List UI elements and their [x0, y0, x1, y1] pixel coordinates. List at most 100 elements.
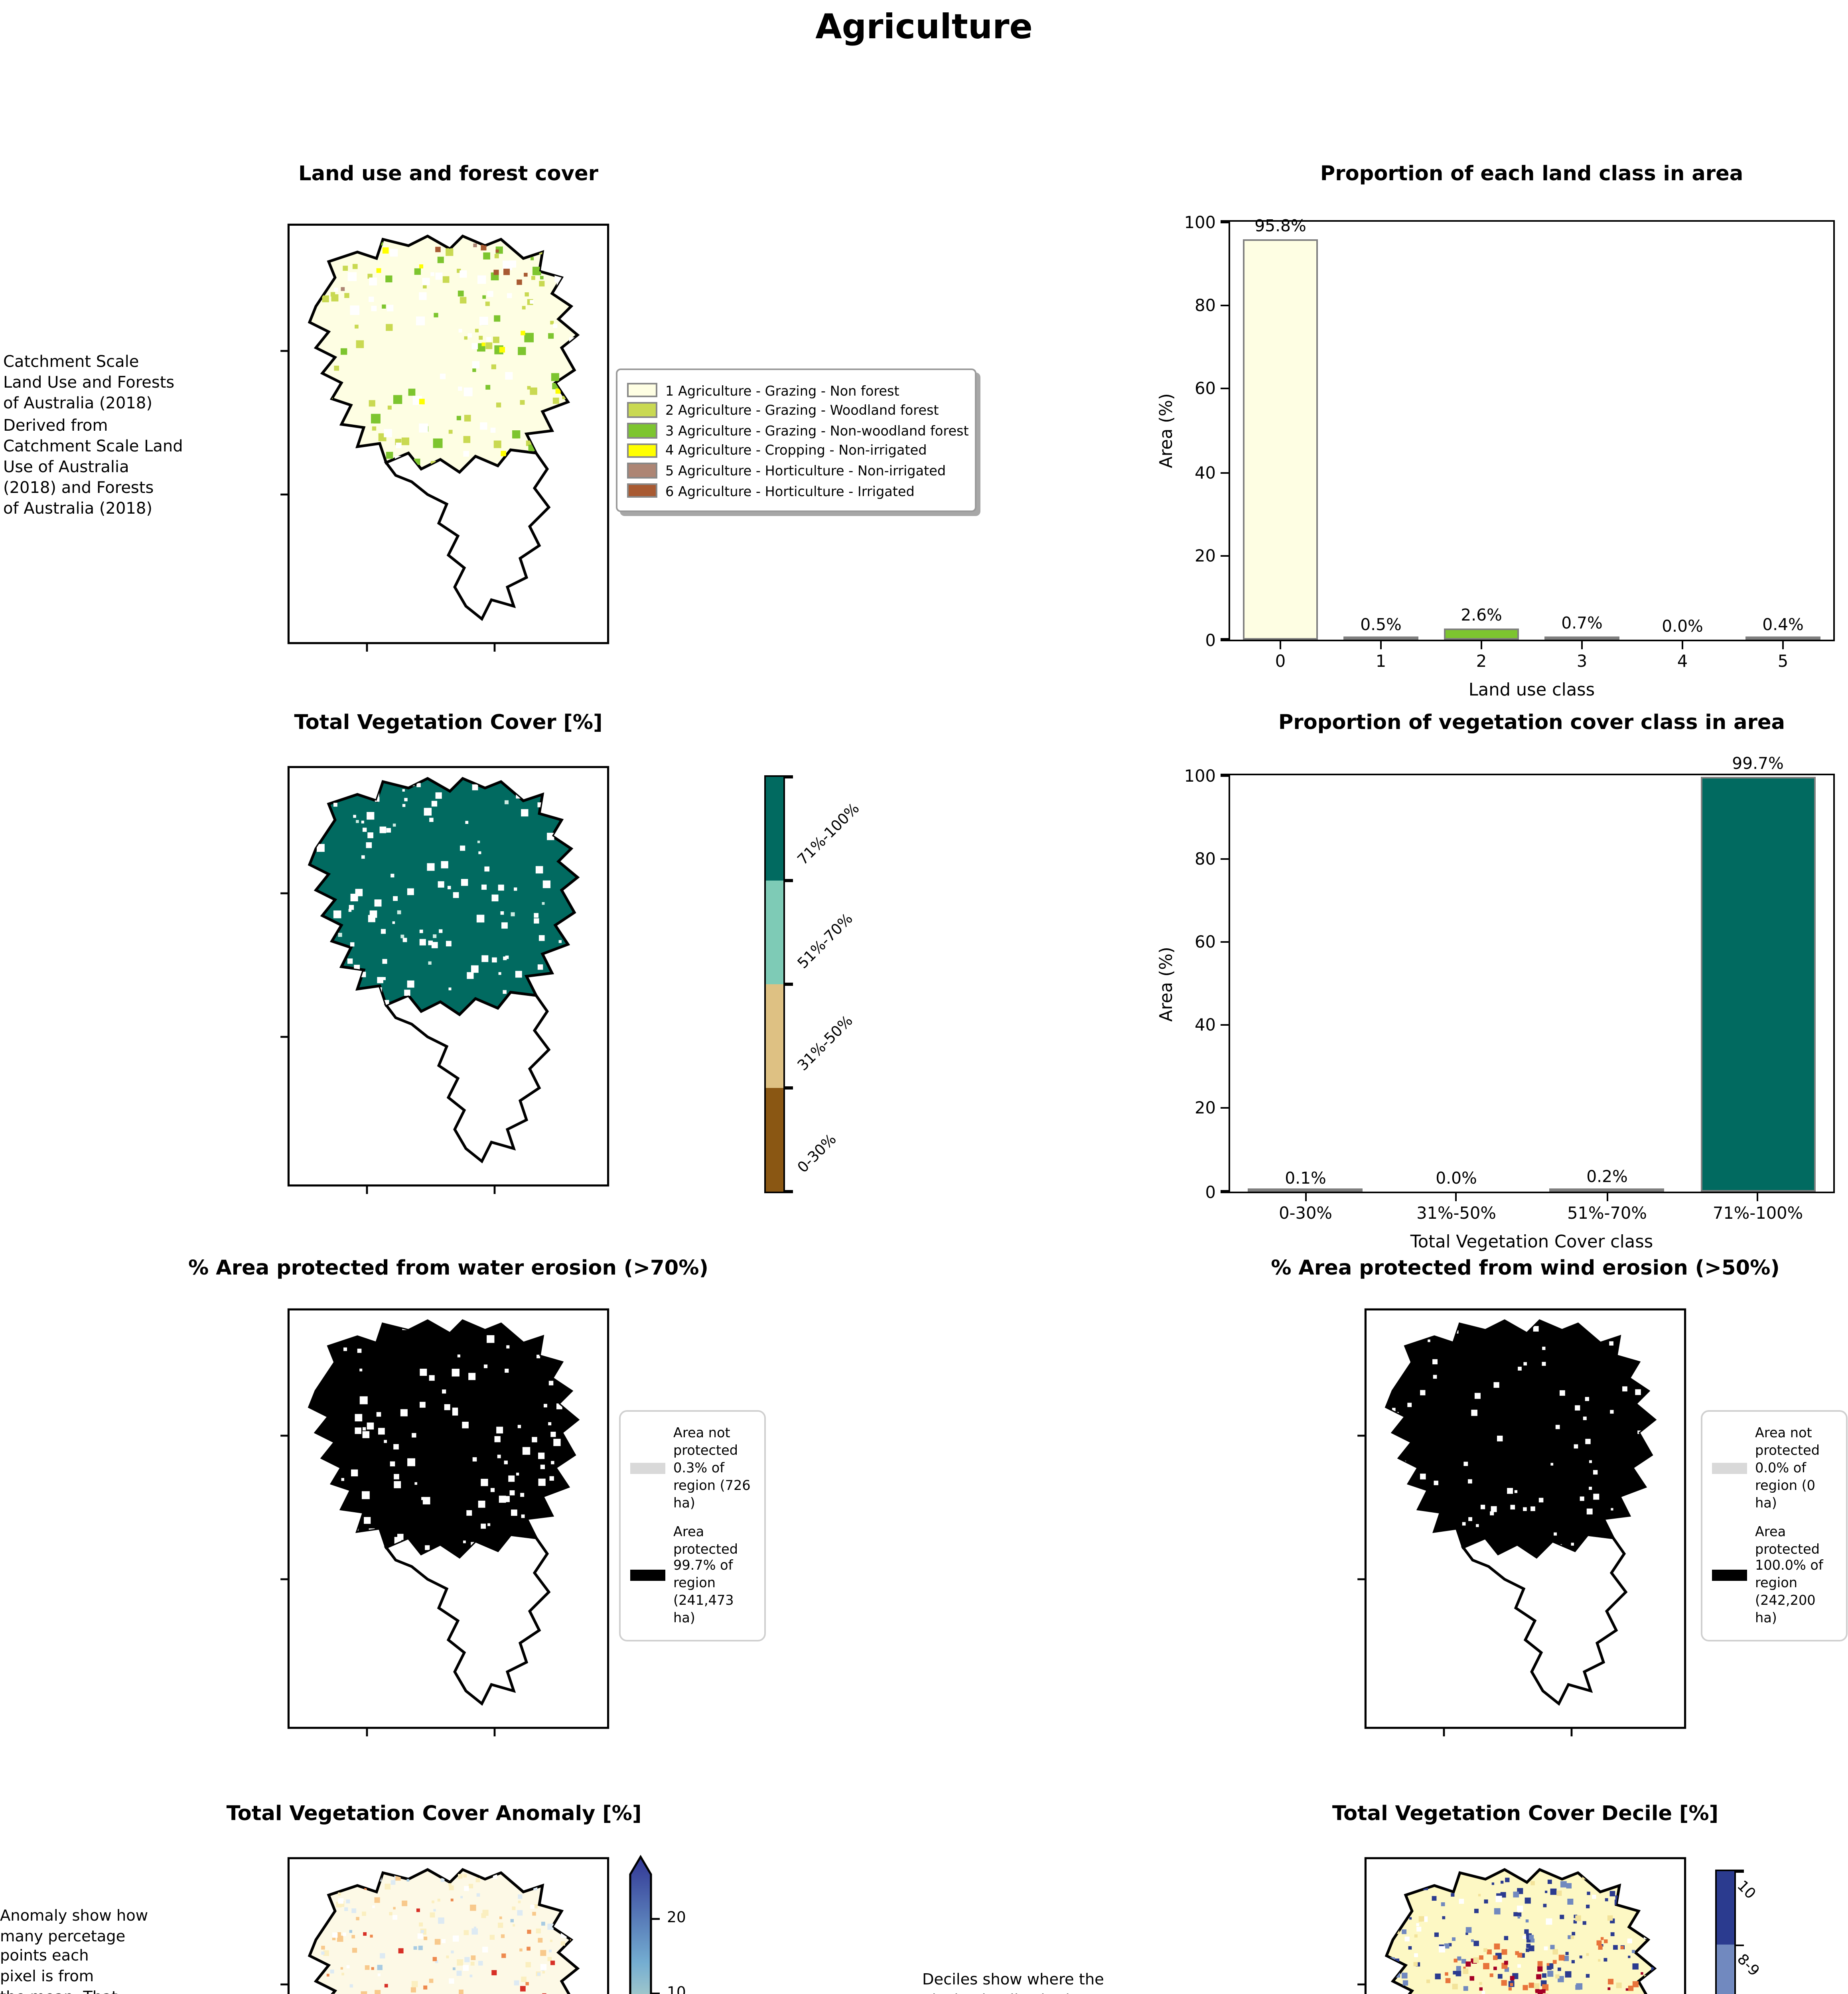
water-erosion-legend: Area not protected 0.3% of region (726 h…	[619, 1410, 766, 1642]
legend-swatch	[627, 443, 657, 458]
x-tick-label: 1	[1375, 652, 1386, 672]
landuse-map	[280, 223, 609, 652]
bar	[1700, 776, 1815, 1192]
y-tick-label: 60	[1195, 933, 1216, 952]
vegcover-map-title: Total Vegetation Cover [%]	[294, 711, 603, 735]
legend-label: 2 Agriculture - Grazing - Woodland fores…	[665, 402, 939, 418]
bar	[1248, 1188, 1363, 1192]
legend-label: 3 Agriculture - Grazing - Non-woodland f…	[665, 422, 969, 439]
decile-map-title: Total Vegetation Cover Decile [%]	[1332, 1803, 1719, 1827]
legend-item: 1 Agriculture - Grazing - Non forest	[627, 382, 965, 398]
colorbar-tick-label: 20	[667, 1909, 686, 1927]
colorbar-tick-label: 8-9	[1733, 1951, 1763, 1980]
bar-value-label: 95.8%	[1254, 219, 1306, 236]
x-tick	[1380, 640, 1382, 648]
colorbar-tick-label: 51%-70%	[795, 910, 857, 972]
landclass-bar-chart: 0 20 40 60 80 100 95.8% 0 0.5% 1 2.6% 2 0.7% 3 0.0% 4 0.…	[1156, 213, 1835, 700]
x-tick	[1782, 640, 1784, 648]
y-tick	[1221, 388, 1230, 390]
legend-label: Area protected 100.0% of region (242,200…	[1755, 1523, 1823, 1626]
anomaly-map-title: Total Vegetation Cover Anomaly [%]	[226, 1803, 642, 1827]
bar-value-label: 0.1%	[1285, 1170, 1326, 1188]
x-tick	[1681, 640, 1684, 648]
x-tick-label: 51%-70%	[1567, 1204, 1647, 1224]
legend-swatch	[627, 423, 657, 438]
legend-swatch	[627, 382, 657, 398]
bar	[1550, 1188, 1665, 1192]
bar-value-label: 0.0%	[1662, 619, 1703, 636]
landclass-chart-title: Proportion of each land class in area	[1320, 163, 1743, 187]
vegcover-map	[280, 766, 609, 1194]
anomaly-note: Anomaly show how many percetage points e…	[0, 1908, 148, 1994]
x-tick-label: 0-30%	[1279, 1204, 1332, 1224]
legend-label: 4 Agriculture - Cropping - Non-irrigated	[665, 442, 927, 459]
water-erosion-title: % Area protected from water erosion (>70…	[188, 1257, 708, 1281]
legend-item: Area protected 100.0% of region (242,200…	[1712, 1523, 1836, 1627]
wind-erosion-legend: Area not protected 0.0% of region (0 ha)…	[1701, 1410, 1848, 1642]
bar-value-label: 0.5%	[1360, 617, 1402, 634]
legend-swatch	[1712, 1462, 1747, 1474]
bar	[1343, 636, 1419, 640]
colorbar-segment	[766, 1088, 783, 1192]
legend-swatch	[627, 463, 657, 478]
decile-note: Deciles show where the pixel value lies …	[922, 1972, 1104, 1994]
y-tick-label: 80	[1195, 296, 1216, 316]
y-tick	[1221, 857, 1230, 860]
colorbar-tick	[783, 879, 792, 882]
colorbar-tick	[1734, 1870, 1743, 1872]
landuse-source-note: Catchment Scale Land Use and Forests of …	[3, 354, 183, 519]
colorbar-segment	[766, 881, 783, 984]
y-tick	[1221, 774, 1230, 776]
colorbar-tick-label: 10	[1733, 1878, 1759, 1903]
x-tick-label: 0	[1275, 652, 1286, 672]
bar-value-label: 0.0%	[1436, 1171, 1477, 1188]
x-tick	[1304, 1192, 1307, 1200]
vegclass-chart-title: Proportion of vegetation cover class in …	[1278, 711, 1785, 735]
x-tick-label: 31%-50%	[1416, 1204, 1496, 1224]
y-tick-label: 60	[1195, 380, 1216, 400]
colorbar-tick	[783, 983, 792, 985]
x-axis-label: Total Vegetation Cover class	[1410, 1231, 1653, 1252]
y-tick	[1221, 1190, 1230, 1193]
y-tick	[1221, 941, 1230, 943]
y-tick	[1221, 1024, 1230, 1026]
bar-value-label: 0.2%	[1586, 1170, 1628, 1188]
page-title: Agriculture	[815, 8, 1033, 48]
y-tick	[1221, 638, 1230, 641]
legend-label: 5 Agriculture - Horticulture - Non-irrig…	[665, 462, 946, 479]
decile-colorbar: 108-94-72-31	[1715, 1870, 1762, 1994]
legend-swatch	[627, 402, 657, 418]
legend-item: 3 Agriculture - Grazing - Non-woodland f…	[627, 422, 969, 438]
x-tick	[1581, 640, 1583, 648]
bar-value-label: 2.6%	[1461, 608, 1502, 626]
legend-item: Area protected 99.7% of region (241,473 …	[630, 1523, 755, 1627]
x-tick-label: 4	[1677, 652, 1688, 672]
legend-item: 2 Agriculture - Grazing - Woodland fores…	[627, 402, 965, 418]
legend-swatch	[627, 483, 657, 498]
legend-label: Area not protected 0.0% of region (0 ha)	[1755, 1425, 1820, 1510]
y-tick	[1221, 555, 1230, 557]
x-tick-label: 2	[1476, 652, 1487, 672]
y-tick	[1221, 221, 1230, 223]
legend-label: 6 Agriculture - Horticulture - Irrigated	[665, 483, 915, 499]
colorbar-tick	[783, 1087, 792, 1089]
vegcover-colorbar: 71%-100% 51%-70% 31%-50% 0-30%	[764, 775, 864, 1193]
legend-label: Area not protected 0.3% of region (726 h…	[673, 1425, 751, 1510]
y-axis-label: Area (%)	[1156, 393, 1177, 468]
bar	[1544, 636, 1620, 640]
bar-value-label: 99.7%	[1732, 756, 1784, 774]
water-erosion-map	[280, 1308, 609, 1736]
x-tick-label: 71%-100%	[1712, 1204, 1803, 1224]
y-tick	[1221, 304, 1230, 306]
legend-swatch	[630, 1569, 665, 1581]
x-tick	[1480, 640, 1483, 648]
legend-item: 4 Agriculture - Cropping - Non-irrigated	[627, 443, 965, 459]
y-tick-label: 20	[1195, 547, 1216, 567]
wind-erosion-title: % Area protected from wind erosion (>50%…	[1271, 1257, 1780, 1281]
y-tick-label: 40	[1195, 1016, 1216, 1036]
bar-value-label: 0.7%	[1561, 616, 1603, 634]
legend-label: Area protected 99.7% of region (241,473 …	[673, 1523, 738, 1626]
colorbar-tick	[783, 776, 792, 778]
